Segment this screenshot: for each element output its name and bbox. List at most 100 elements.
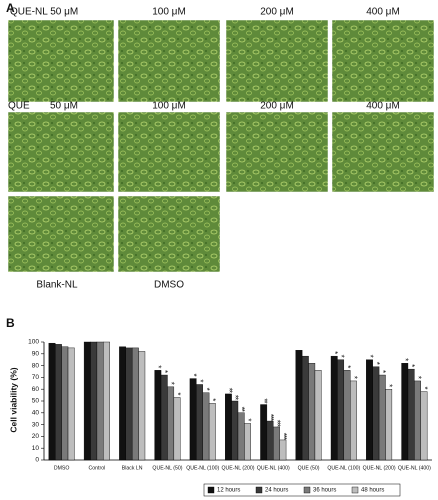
x-tick-label: Black LN [122,465,143,471]
significance-mark: *** [279,433,288,440]
image-label: DMSO [154,280,184,291]
significance-mark: * [343,365,352,368]
significance-mark: * [372,362,381,365]
bar [196,384,203,461]
y-tick-label: 90 [32,351,40,358]
significance-mark: * [330,351,339,354]
y-tick-label: 60 [32,386,40,393]
bar [378,374,386,461]
x-tick-label: QUE-NL (400) [257,465,290,471]
significance-mark: * [385,384,394,387]
legend-label: 24 hours [265,488,288,494]
image-label: QUE [8,101,30,112]
x-tick-label: QUE-NL (400) [398,465,431,471]
legend-swatch [255,486,263,494]
image-label: 100 μM [152,7,186,18]
bar [314,370,322,461]
y-tick-label: 40 [32,410,40,417]
bar [131,347,139,461]
significance-mark: * [365,355,374,358]
bar [119,346,126,461]
significance-mark: * [407,364,416,367]
significance-mark: * [413,376,422,379]
micrograph [225,19,329,103]
significance-mark: * [202,388,211,391]
legend-swatch [303,486,311,494]
x-tick-label: QUE-NL (200) [363,465,396,471]
micrograph [331,111,435,193]
panel-label: A [6,1,15,15]
x-tick-label: QUE-NL (100) [186,465,219,471]
y-tick-label: 0 [35,457,39,464]
x-tick-label: QUE-NL (50) [152,465,182,471]
bar [90,341,98,461]
x-tick-label: Control [89,465,106,471]
y-tick-label: 70 [32,374,40,381]
significance-mark: ** [260,398,269,403]
significance-mark: * [154,365,163,368]
bar [154,370,162,461]
image-label: 100 μM [152,101,186,112]
y-axis-label: Cell viability (%) [8,367,18,432]
significance-mark: * [160,370,169,373]
bar [138,351,146,461]
bar [160,374,168,461]
bar [330,355,338,461]
bar [202,392,210,461]
bar [67,347,75,461]
y-tick-label: 10 [32,445,40,452]
bar [295,350,303,461]
bar [103,341,110,461]
significance-mark: * [337,355,346,358]
significance-mark: * [195,379,204,382]
micrograph [117,19,221,103]
y-tick-label: 100 [28,339,39,346]
x-tick-label: QUE (50) [298,465,320,471]
bar [279,439,287,461]
image-label: 50 μM [50,101,78,112]
image-label: Blank-NL [36,280,78,291]
bar [385,389,393,461]
bar [173,397,181,461]
significance-mark: ** [237,407,246,412]
micrograph [117,195,221,273]
significance-mark: ** [224,388,233,393]
micrograph [7,111,115,193]
significance-mark: * [243,418,252,421]
y-tick-label: 20 [32,433,40,440]
bar [401,363,409,461]
bar [260,404,268,461]
significance-mark: * [349,376,358,379]
panel-label: B [6,316,15,330]
image-label: 400 μM [366,101,400,112]
bar [244,423,251,461]
bar [61,346,69,461]
bar [407,368,415,461]
bar [189,378,197,461]
significance-mark: * [173,392,182,395]
bar [343,370,351,461]
bar [125,347,133,461]
micrograph [7,19,115,103]
significance-mark: * [167,382,176,385]
micrograph [225,111,329,193]
bar [83,341,91,461]
y-tick-label: 30 [32,421,40,428]
bar [301,355,309,461]
bar [308,363,316,461]
legend-label: 48 hours [361,488,384,494]
bar [224,393,232,461]
significance-mark: * [208,398,217,401]
legend-label: 12 hours [217,488,240,494]
micrograph [117,111,221,193]
image-label: QUE-NL 50 μM [10,7,78,18]
x-tick-label: QUE-NL (100) [327,465,360,471]
image-label: 400 μM [366,7,400,18]
bar [372,366,380,461]
image-label: 200 μM [260,101,294,112]
legend-box [203,483,401,497]
image-label: 200 μM [260,7,294,18]
bar [48,342,56,461]
significance-mark: * [401,358,410,361]
